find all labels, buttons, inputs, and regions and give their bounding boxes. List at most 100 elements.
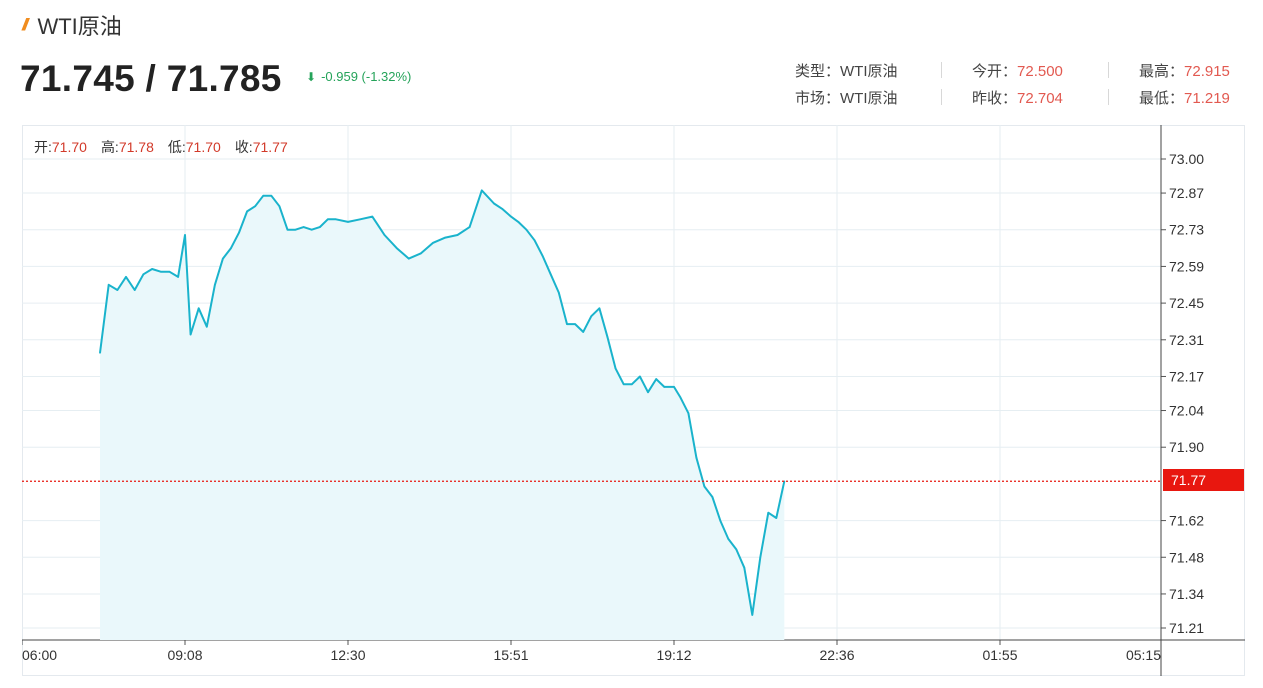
price-point (116, 289, 119, 291)
y-tick-label: 72.87 (1169, 185, 1204, 201)
price-point (598, 307, 601, 310)
price-point (481, 189, 483, 192)
price-point (302, 226, 305, 228)
ohlc-low-label: 低: (167, 139, 186, 155)
price-chart[interactable]: 73.00 72.87 72.73 72.59 72.45 72.31 72.17 72.04… (22, 125, 1245, 676)
price-point (359, 218, 362, 221)
last-price-tag: 71.77 (1163, 469, 1244, 491)
price-chart-canvas[interactable]: 73.00 72.87 72.73 72.59 72.45 72.31 72.17 72.04… (22, 125, 1245, 676)
x-tick-label: 09:08 (167, 647, 202, 663)
price-point (735, 548, 738, 551)
instrument-title: // WTI原油 (22, 10, 122, 40)
y-tick-label: 73.00 (1169, 151, 1204, 167)
stat-open-value: 72.500 (1017, 63, 1063, 80)
y-tick-label: 71.62 (1169, 513, 1204, 529)
price-point (142, 273, 145, 276)
price-point (432, 242, 434, 244)
price-point (759, 556, 762, 559)
price-point (687, 412, 690, 415)
stats-divider (1108, 62, 1109, 78)
price-point (270, 194, 273, 197)
price-point (197, 307, 200, 310)
x-tick-label: 15:51 (493, 647, 528, 663)
price-point (631, 383, 633, 386)
price-point (743, 566, 746, 569)
y-tick-label: 71.34 (1169, 586, 1204, 602)
x-tick-label: 01:55 (982, 647, 1017, 663)
price-point (775, 517, 778, 519)
y-tick-label: 72.59 (1169, 258, 1204, 274)
price-point (574, 323, 576, 325)
price-point (655, 378, 657, 380)
ohlc-high: 高:71.78 (101, 137, 154, 157)
price-point (444, 236, 447, 239)
ohlc-close: 收:71.77 (235, 137, 288, 157)
price-point (168, 270, 171, 273)
price-point (673, 386, 675, 388)
price-point (347, 221, 349, 223)
price-change-value: -0.959 (-1.32%) (321, 69, 412, 84)
price-point (541, 255, 544, 257)
price-point (663, 386, 666, 388)
stat-open: 今开：72.500 (972, 60, 1063, 81)
y-tick-label: 72.04 (1169, 403, 1204, 419)
price-point (262, 194, 265, 197)
price-point (558, 291, 560, 294)
price-point (294, 228, 297, 231)
price-point (647, 391, 649, 394)
price-point (517, 221, 520, 223)
x-tick-label: 12:30 (330, 647, 365, 663)
ohlc-high-label: 高: (100, 139, 119, 155)
stat-market: 市场：WTI原油 (795, 87, 898, 108)
price-point (99, 352, 101, 354)
ohlc-open: 开:71.70 (34, 137, 87, 157)
price-point (184, 234, 186, 236)
stat-prev-close-value: 72.704 (1017, 90, 1063, 107)
price-point (727, 538, 730, 540)
price-point (133, 289, 136, 291)
y-tick-label: 72.45 (1169, 295, 1204, 311)
price-point (582, 331, 584, 333)
stat-high-value: 72.915 (1184, 63, 1230, 80)
stat-type-value: WTI原油 (840, 63, 898, 80)
price-point (679, 396, 682, 399)
y-tick-label: 72.73 (1169, 222, 1204, 238)
price-point (286, 228, 289, 231)
y-tick-label: 71.48 (1169, 549, 1204, 565)
price-point (177, 276, 179, 278)
price-point (590, 315, 593, 317)
ohlc-high-value: 71.78 (118, 139, 154, 155)
y-tick-label: 71.21 (1169, 620, 1204, 636)
price-point (622, 383, 625, 386)
stat-market-value: WTI原油 (840, 90, 898, 107)
stats-divider (941, 62, 942, 78)
price-area-fill (100, 190, 785, 640)
ohlc-open-value: 71.70 (51, 139, 87, 155)
price-point (246, 210, 248, 213)
x-tick-label: 19:12 (656, 647, 691, 663)
price-point (189, 333, 192, 336)
price-point (254, 205, 256, 207)
price-point (767, 511, 770, 514)
price-point (230, 247, 232, 249)
price-point (214, 284, 216, 286)
price-point (408, 257, 410, 260)
price-point (319, 226, 321, 228)
stat-market-label: 市场： (795, 90, 841, 107)
x-tick-label: 05:15 (1126, 647, 1161, 663)
price-point (711, 496, 714, 498)
stats-divider (1108, 89, 1109, 105)
instrument-name: WTI原油 (37, 14, 122, 39)
price-point (639, 375, 641, 378)
price-point (310, 228, 313, 231)
ohlc-close-value: 71.77 (252, 139, 288, 155)
x-tick-label: 06:00 (22, 647, 57, 663)
price-point (606, 336, 609, 338)
stat-type: 类型：WTI原油 (795, 60, 898, 81)
brand-mark-icon: // (22, 15, 29, 34)
price-point (383, 234, 386, 236)
price-point (468, 226, 471, 228)
price-point (703, 485, 706, 488)
x-tick-label: 22:36 (819, 647, 854, 663)
stat-low: 最低：71.219 (1139, 87, 1230, 108)
